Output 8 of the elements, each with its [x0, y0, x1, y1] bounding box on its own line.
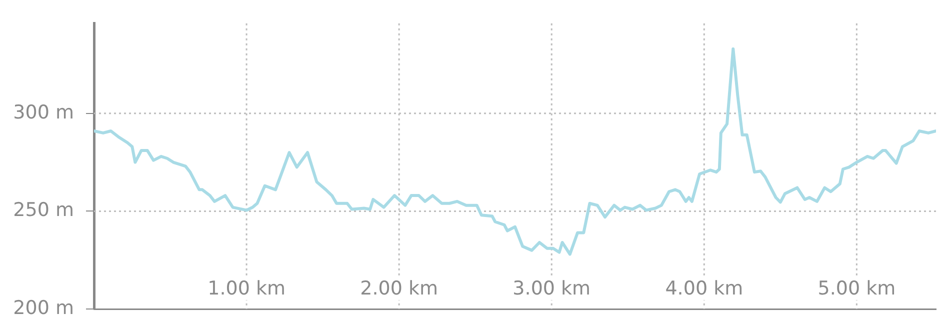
y-tick-label: 250 m [13, 199, 74, 222]
x-tick-label: 1.00 km [208, 277, 286, 300]
x-tick-label: 4.00 km [665, 277, 744, 300]
x-tick-label: 5.00 km [818, 277, 896, 300]
x-tick-label: 2.00 km [360, 277, 438, 300]
x-tick-label: 3.00 km [512, 277, 591, 300]
y-tick-label: 300 m [13, 101, 74, 124]
y-tick-label: 200 m [13, 296, 74, 319]
